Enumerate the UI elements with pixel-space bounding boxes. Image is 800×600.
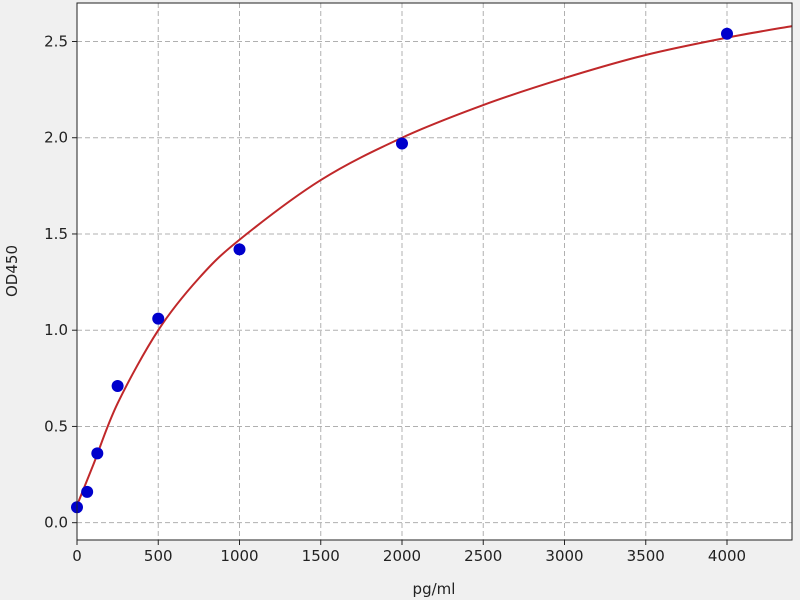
fit-curve-line bbox=[76, 25, 793, 506]
data-point bbox=[721, 27, 733, 40]
y-tick-label: 1.5 bbox=[44, 225, 68, 243]
data-point bbox=[91, 447, 104, 460]
data-point bbox=[233, 243, 246, 256]
x-tick-label: 3500 bbox=[627, 547, 665, 565]
x-axis-label: pg/ml bbox=[413, 580, 456, 598]
x-tick-label: 1500 bbox=[302, 547, 340, 565]
data-point bbox=[81, 485, 94, 498]
y-tick-label: 1.0 bbox=[44, 321, 68, 339]
y-tick-label: 2.5 bbox=[44, 32, 68, 50]
x-tick-label: 3000 bbox=[545, 547, 583, 565]
data-point bbox=[152, 312, 165, 325]
y-tick-label: 2.0 bbox=[44, 129, 68, 147]
x-tick-label: 1000 bbox=[220, 547, 258, 565]
x-tick-label: 500 bbox=[144, 547, 173, 565]
x-tick-label: 2000 bbox=[383, 547, 421, 565]
y-tick-label: 0.0 bbox=[44, 514, 68, 532]
x-tick-label: 0 bbox=[72, 547, 82, 565]
plot-area bbox=[76, 2, 793, 541]
y-axis-label: OD450 bbox=[3, 245, 21, 297]
x-tick-label: 4000 bbox=[708, 547, 746, 565]
data-point bbox=[396, 137, 408, 150]
plot-area bbox=[76, 2, 793, 541]
x-tick-label: 2500 bbox=[464, 547, 502, 565]
data-point bbox=[111, 380, 124, 393]
y-tick-label: 0.5 bbox=[44, 417, 68, 435]
